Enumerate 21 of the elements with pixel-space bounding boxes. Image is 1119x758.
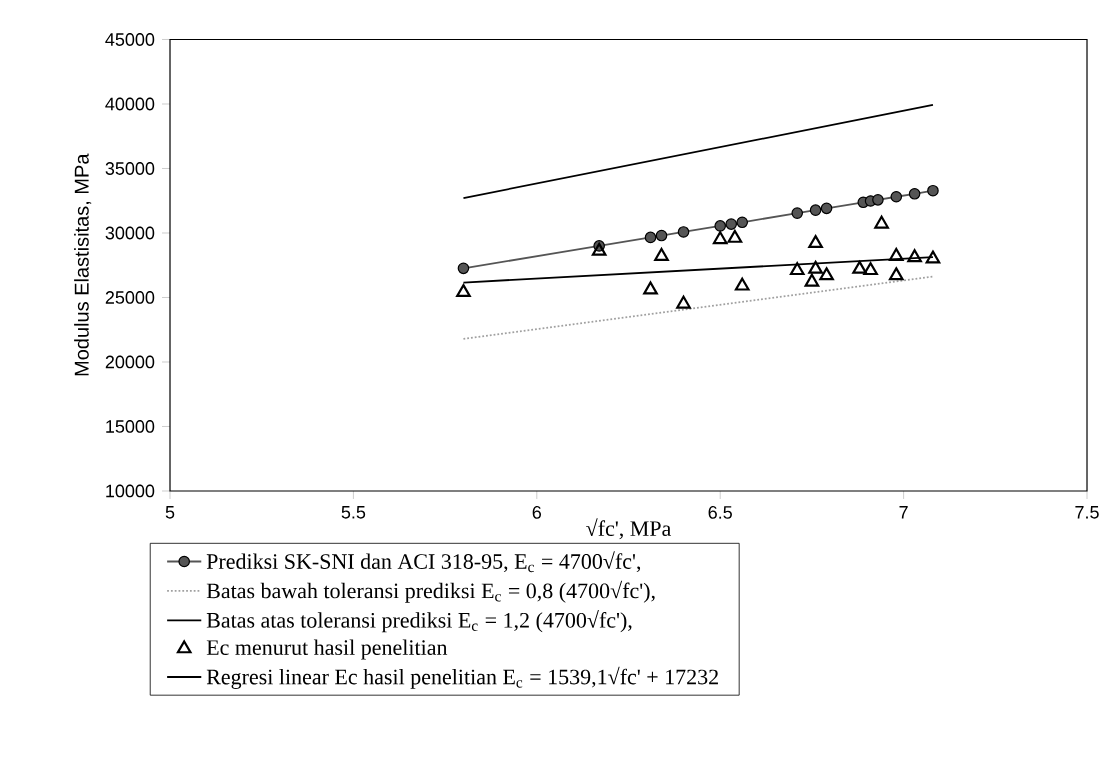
legend-label: Prediksi SK-SNI dan ACI 318-95, E$_{c}$ = 4700√fc',: [206, 551, 641, 573]
y-axis-title: Modulus Elastisitas, MPa: [74, 153, 92, 376]
x-axis-title: √fc', MPa: [586, 518, 672, 540]
x-tick-label: 6: [532, 506, 542, 519]
x-tick-label: 6.5: [708, 506, 732, 519]
y-tick-label: 40000: [105, 97, 155, 111]
y-tick-label: 30000: [105, 226, 155, 240]
y-tick-label: 35000: [105, 162, 155, 175]
legend-label: Batas atas toleransi prediksi E$_{c}$ = 1,2 (4700√fc'),: [206, 610, 632, 633]
x-tick-label: 7: [899, 506, 908, 519]
x-tick-label: 5: [165, 506, 175, 519]
legend-label: Regresi linear Ec hasil penelitian E$_{c}$ = 1539,1√fc' + 17232: [206, 666, 718, 689]
y-tick-label: 20000: [105, 355, 155, 369]
y-tick-label: 10000: [106, 484, 155, 498]
y-tick-label: 25000: [105, 291, 155, 304]
y-tick-label: 15000: [106, 420, 155, 433]
legend-label: Batas bawah toleransi prediksi E$_{c}$ = 0,8 (4700√fc'),: [206, 580, 655, 603]
x-tick-label: 5.5: [341, 506, 366, 519]
legend-label: Ec menurut hasil penelitian: [206, 639, 448, 660]
y-tick-label: 45000: [105, 33, 155, 46]
x-tick-label: 7.5: [1075, 506, 1099, 519]
